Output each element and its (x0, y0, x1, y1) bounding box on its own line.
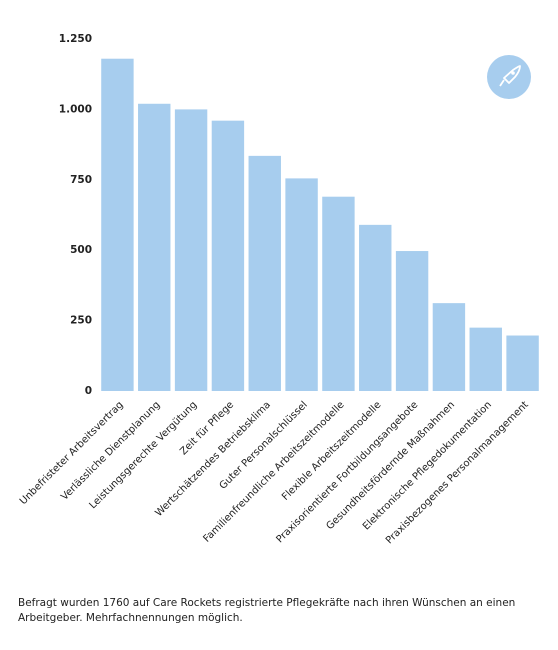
y-tick-label: 750 (70, 174, 92, 186)
bar (101, 58, 134, 391)
bar (432, 303, 466, 391)
bar (248, 155, 281, 391)
bar (138, 103, 171, 391)
y-tick-label: 1.000 (59, 103, 92, 115)
bar (359, 224, 392, 391)
bar (469, 327, 502, 391)
bar (506, 335, 539, 391)
y-tick-label: 0 (85, 385, 92, 397)
x-tick-label: Gesundheitsfördernde Maßnahmen (324, 399, 457, 532)
bar (322, 196, 355, 391)
y-tick-label: 1.250 (59, 33, 92, 45)
bar (174, 109, 208, 392)
y-tick-label: 500 (70, 244, 92, 256)
footnote: Befragt wurden 1760 auf Care Rockets reg… (18, 597, 516, 624)
bar (211, 120, 245, 391)
rocket-icon (487, 55, 531, 99)
bar (395, 251, 429, 391)
y-tick-label: 250 (70, 315, 92, 327)
bar (285, 178, 318, 391)
x-tick-label: Elektronische Pflegedokumentation (361, 399, 494, 532)
